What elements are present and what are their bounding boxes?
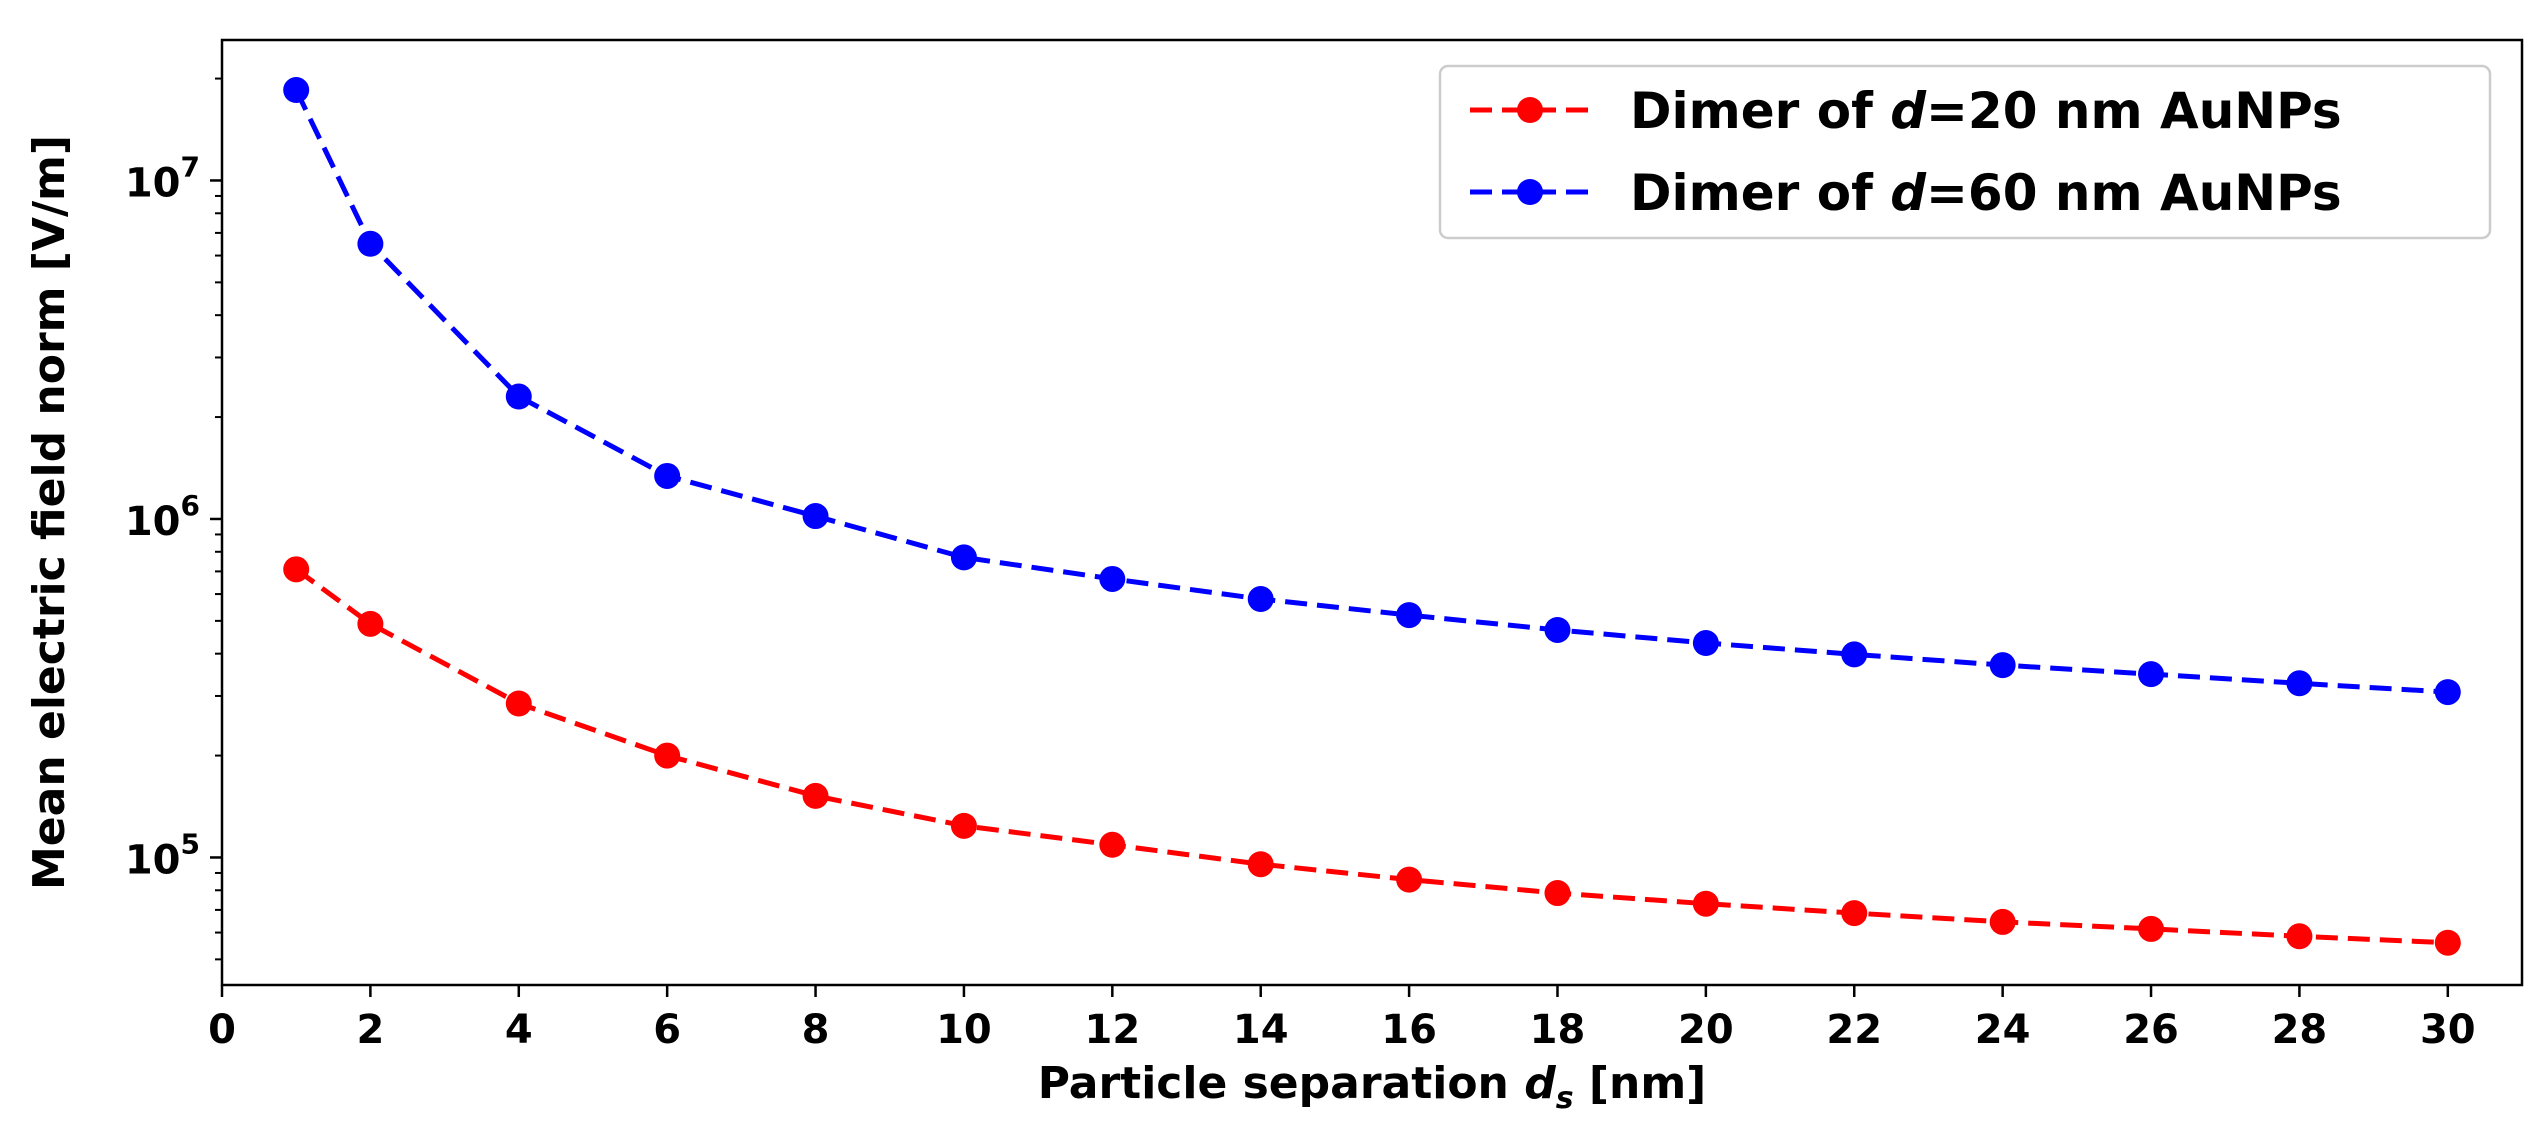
data-point	[1247, 851, 1274, 878]
legend-label: Dimer of d=60 nm AuNPs	[1630, 164, 2342, 222]
x-axis-label: Particle separation ds [nm]	[1038, 1058, 1707, 1116]
x-tick-label: 2	[356, 1007, 384, 1053]
x-tick-label: 26	[2123, 1007, 2179, 1053]
data-point	[1544, 880, 1571, 907]
axes-layer: 0 2 4 6 8 10 12 14 16 18 20 22 24 26 28 30105106107Part…	[24, 38, 2524, 1116]
x-tick-label: 10	[936, 1007, 992, 1053]
data-point	[2286, 670, 2313, 697]
legend-marker	[1517, 179, 1543, 205]
data-point	[802, 782, 829, 809]
data-point	[2138, 915, 2165, 942]
x-tick-label: 16	[1381, 1007, 1437, 1053]
data-point	[1989, 652, 2016, 679]
legend-marker	[1517, 97, 1543, 123]
series-line	[293, 88, 2448, 695]
data-point	[357, 610, 384, 637]
data-point	[654, 462, 681, 489]
x-tick-label: 24	[1975, 1007, 2031, 1053]
legend-label: Dimer of d=20 nm AuNPs	[1630, 82, 2342, 140]
series-1	[283, 556, 2461, 956]
series-2	[283, 77, 2461, 706]
data-point	[802, 503, 829, 530]
data-point	[283, 77, 310, 104]
data-point	[1692, 890, 1719, 917]
data-point	[283, 556, 310, 583]
data-point	[2138, 661, 2165, 688]
data-point	[1841, 900, 1868, 927]
data-point	[2286, 923, 2313, 950]
data-point	[1989, 908, 2016, 935]
y-tick-label: 105	[125, 827, 200, 883]
y-tick-label: 107	[125, 150, 200, 206]
x-tick-label: 30	[2420, 1007, 2476, 1053]
legend-entry-2: Dimer of d=60 nm AuNPs	[1470, 164, 2342, 222]
x-tick-label: 20	[1678, 1007, 1734, 1053]
x-tick-label: 12	[1084, 1007, 1140, 1053]
data-point	[2434, 679, 2461, 706]
x-tick-label: 0	[208, 1007, 236, 1053]
data-point	[1099, 831, 1126, 858]
plot-frame	[220, 38, 2524, 987]
legend-entry-1: Dimer of d=20 nm AuNPs	[1470, 82, 2342, 140]
data-point	[505, 690, 532, 717]
data-point	[2434, 929, 2461, 956]
x-tick-label: 22	[1826, 1007, 1882, 1053]
series-line	[294, 567, 2448, 946]
legend: Dimer of d=20 nm AuNPs Dimer of d=60 nm A…	[1438, 64, 2492, 240]
x-tick-label: 28	[2272, 1007, 2328, 1053]
legend-box	[1438, 64, 2492, 240]
data-point	[1396, 866, 1423, 893]
y-axis-label: Mean electric field norm [V/m]	[24, 135, 75, 890]
data-point	[950, 812, 977, 839]
data-point	[1396, 602, 1423, 629]
data-point	[950, 544, 977, 571]
y-tick-label: 106	[125, 489, 200, 545]
data-point	[505, 383, 532, 410]
x-tick-label: 8	[802, 1007, 830, 1053]
x-tick-label: 14	[1233, 1007, 1289, 1053]
x-tick-label: 18	[1530, 1007, 1586, 1053]
data-point	[357, 230, 384, 257]
data-point	[1692, 630, 1719, 657]
data-point	[1841, 641, 1868, 668]
data-point	[1544, 616, 1571, 643]
x-tick-label: 6	[653, 1007, 681, 1053]
data-point	[654, 742, 681, 769]
data-point	[1247, 586, 1274, 613]
plot-layer	[283, 77, 2461, 956]
x-tick-label: 4	[505, 1007, 533, 1053]
data-point	[1099, 565, 1126, 592]
